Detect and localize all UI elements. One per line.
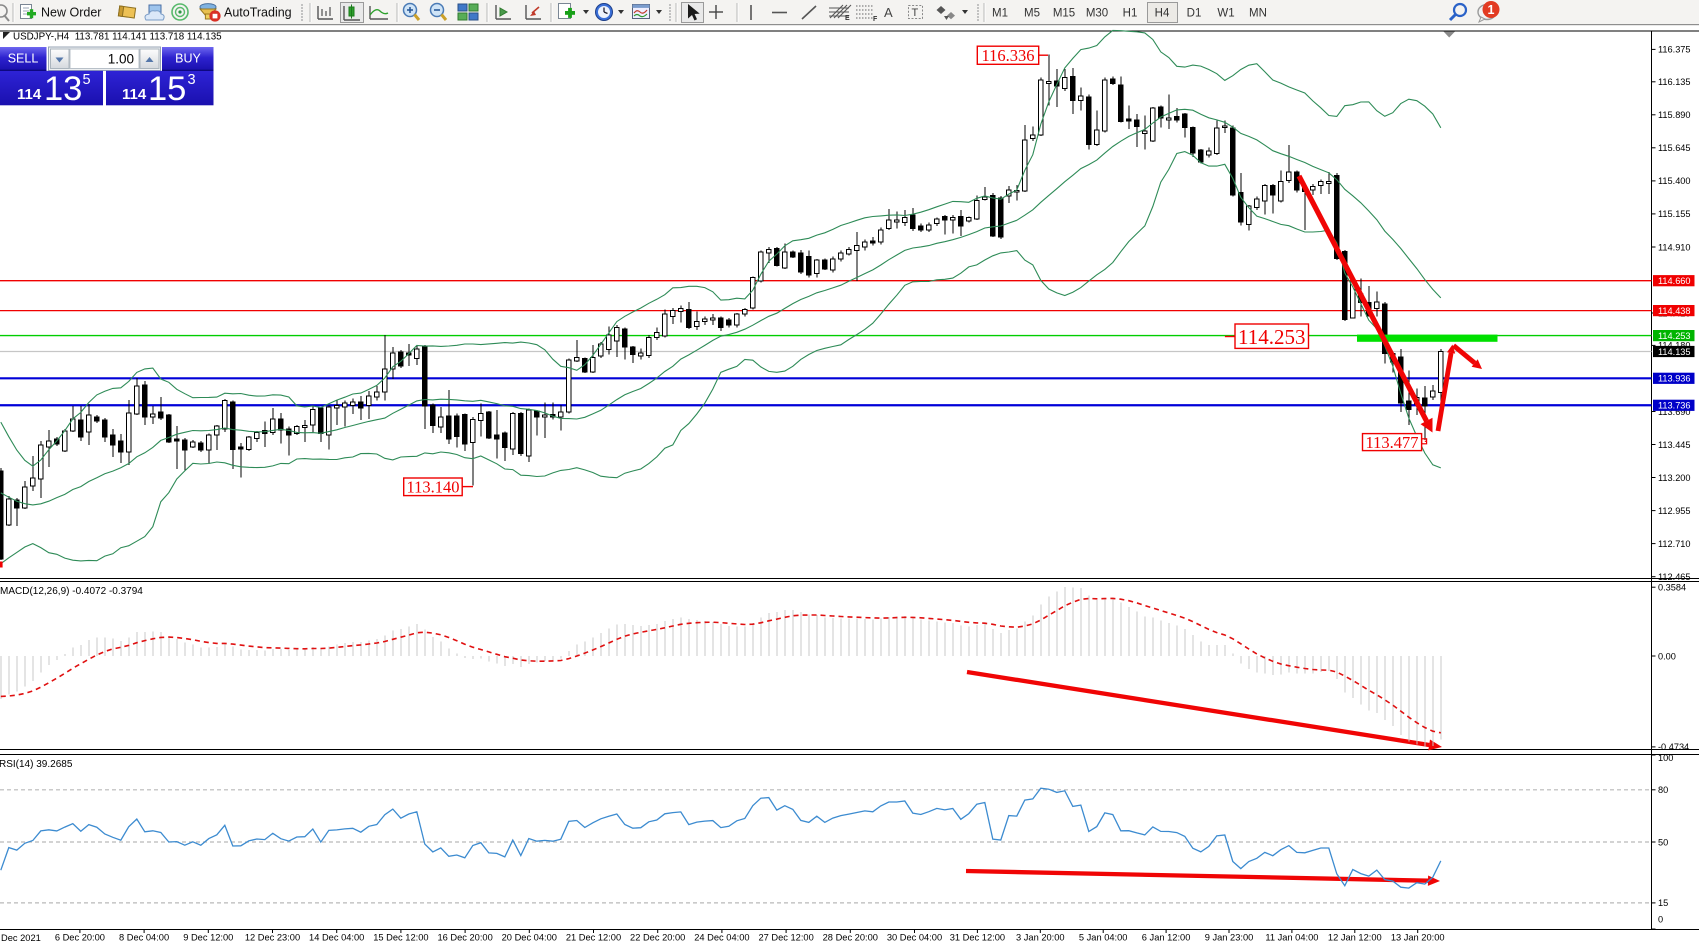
svg-text:113.140: 113.140 [406,478,459,497]
svg-text:9 Jan 23:00: 9 Jan 23:00 [1205,933,1254,943]
svg-text:3 Jan 20:00: 3 Jan 20:00 [1016,933,1065,943]
svg-text:SELL: SELL [8,52,39,66]
svg-text:114.910: 114.910 [1658,242,1691,252]
svg-text:1.00: 1.00 [108,52,134,67]
svg-text:116.135: 116.135 [1658,77,1691,87]
svg-text:AutoTrading: AutoTrading [224,6,292,20]
svg-text:0.00: 0.00 [1658,651,1676,661]
svg-text:BUY: BUY [175,52,201,66]
svg-text:MN: MN [1249,8,1267,20]
svg-text:21 Dec 12:00: 21 Dec 12:00 [566,933,621,943]
svg-text:113.736: 113.736 [1658,401,1691,411]
svg-text:1: 1 [1488,3,1495,17]
svg-text:116.336: 116.336 [981,46,1034,65]
svg-text:M1: M1 [992,8,1008,20]
svg-text:20 Dec 04:00: 20 Dec 04:00 [502,933,557,943]
svg-text:16 Dec 20:00: 16 Dec 20:00 [437,933,492,943]
svg-text:27 Dec 12:00: 27 Dec 12:00 [758,933,813,943]
svg-text:112.955: 112.955 [1658,506,1691,516]
svg-text:112.465: 112.465 [1658,572,1691,582]
svg-text:-0.4734: -0.4734 [1658,742,1689,752]
svg-text:5: 5 [83,72,91,88]
svg-text:9 Dec 12:00: 9 Dec 12:00 [183,933,233,943]
svg-text:24 Dec 04:00: 24 Dec 04:00 [694,933,749,943]
svg-text:M15: M15 [1053,8,1075,20]
svg-text:114.253: 114.253 [1658,331,1691,341]
svg-text:113.690: 113.690 [1658,407,1691,417]
svg-text:115.645: 115.645 [1658,143,1691,153]
svg-text:0: 0 [1658,914,1663,924]
svg-text:3: 3 [188,72,196,88]
svg-text:114.180: 114.180 [1658,341,1691,351]
svg-text:11 Jan 04:00: 11 Jan 04:00 [1265,933,1318,943]
svg-text:12 Dec 23:00: 12 Dec 23:00 [245,933,300,943]
svg-text:5 Jan 04:00: 5 Jan 04:00 [1079,933,1128,943]
svg-text:114.438: 114.438 [1658,306,1691,316]
svg-text:H1: H1 [1123,8,1138,20]
svg-text:Dec 2021: Dec 2021 [1,933,41,943]
svg-text:14 Dec 04:00: 14 Dec 04:00 [309,933,364,943]
svg-text:USDJPY-,H4 113.781 114.141 11: USDJPY-,H4 113.781 114.141 113.718 114.1… [13,32,222,43]
svg-text:114.660: 114.660 [1658,276,1691,286]
svg-text:D1: D1 [1187,8,1202,20]
svg-text:6 Jan 12:00: 6 Jan 12:00 [1142,933,1191,943]
svg-text:M5: M5 [1024,8,1040,20]
svg-text:115.400: 115.400 [1658,176,1691,186]
svg-text:31 Dec 12:00: 31 Dec 12:00 [950,933,1005,943]
svg-text:100: 100 [1658,753,1673,763]
svg-text:112.710: 112.710 [1658,539,1691,549]
svg-text:115.890: 115.890 [1658,110,1691,120]
svg-text:22 Dec 20:00: 22 Dec 20:00 [630,933,685,943]
svg-text:116.375: 116.375 [1658,45,1691,55]
svg-text:113.445: 113.445 [1658,440,1691,450]
svg-text:15: 15 [1658,898,1668,908]
svg-text:15: 15 [148,70,186,108]
svg-text:A: A [884,5,893,20]
svg-text:M30: M30 [1086,8,1108,20]
svg-text:114: 114 [122,86,147,103]
svg-text:E: E [845,15,850,22]
svg-text:13: 13 [44,70,82,108]
svg-text:RSI(14) 39.2685: RSI(14) 39.2685 [0,759,73,770]
svg-text:28 Dec 20:00: 28 Dec 20:00 [823,933,878,943]
svg-text:0.3584: 0.3584 [1658,583,1686,593]
svg-text:New Order: New Order [41,6,101,20]
svg-text:30 Dec 04:00: 30 Dec 04:00 [887,933,942,943]
svg-text:H4: H4 [1155,8,1170,20]
svg-text:113.477: 113.477 [1366,433,1419,452]
svg-text:114: 114 [17,86,42,103]
svg-text:F: F [873,16,878,23]
svg-text:12 Jan 12:00: 12 Jan 12:00 [1328,933,1382,943]
svg-text:113.200: 113.200 [1658,473,1691,483]
svg-text:50: 50 [1658,837,1668,847]
svg-text:114.135: 114.135 [1658,347,1691,357]
svg-text:115.155: 115.155 [1658,209,1691,219]
svg-text:T: T [912,7,919,19]
svg-text:80: 80 [1658,785,1668,795]
svg-text:15 Dec 12:00: 15 Dec 12:00 [373,933,428,943]
svg-text:8 Dec 04:00: 8 Dec 04:00 [119,933,169,943]
svg-text:13 Jan 20:00: 13 Jan 20:00 [1391,933,1445,943]
svg-text:114.253: 114.253 [1238,325,1305,349]
svg-text:W1: W1 [1217,8,1234,20]
svg-text:113.936: 113.936 [1658,374,1691,384]
svg-text:6 Dec 20:00: 6 Dec 20:00 [55,933,105,943]
svg-text:MACD(12,26,9) -0.4072 -0.3794: MACD(12,26,9) -0.4072 -0.3794 [0,586,143,597]
